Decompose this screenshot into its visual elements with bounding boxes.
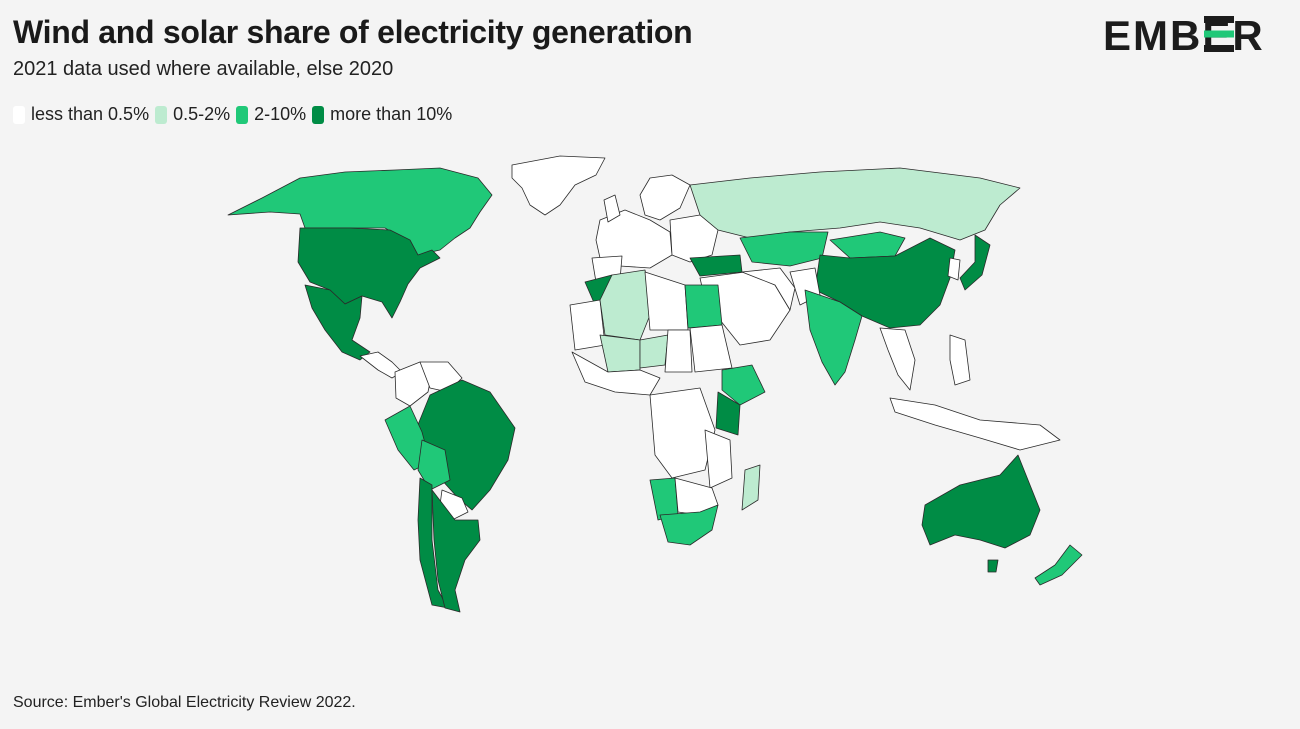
legend-label: less than 0.5% bbox=[31, 104, 150, 124]
country-mongolia bbox=[829, 231, 906, 259]
country-uk bbox=[603, 194, 621, 223]
country-dr-congo bbox=[649, 387, 716, 479]
country-usa bbox=[297, 227, 441, 319]
country-kazakhstan bbox=[739, 231, 829, 267]
country-niger bbox=[639, 334, 669, 369]
legend: less than 0.5% 0.5-2% 2-10% more than 10… bbox=[13, 104, 458, 125]
country-sudan bbox=[689, 324, 733, 373]
country-iran bbox=[741, 267, 796, 311]
country-western-sahara-mauritania bbox=[569, 299, 606, 351]
country-egypt bbox=[684, 284, 723, 329]
legend-label: more than 10% bbox=[330, 104, 453, 124]
legend-label: 2-10% bbox=[254, 104, 307, 124]
legend-item-more-than-10: more than 10% bbox=[312, 104, 452, 125]
country-korea bbox=[947, 257, 961, 281]
country-new-zealand bbox=[1034, 544, 1083, 586]
legend-item-2-10: 2-10% bbox=[236, 104, 306, 125]
country-russia bbox=[689, 167, 1021, 241]
country-greenland bbox=[511, 155, 606, 216]
country-madagascar bbox=[741, 464, 761, 511]
legend-swatch bbox=[236, 105, 249, 124]
country-indonesia bbox=[889, 397, 1061, 451]
country-india bbox=[804, 289, 863, 386]
country-scandinavia bbox=[639, 174, 691, 221]
country-chad bbox=[664, 329, 693, 373]
country-southeast-asia bbox=[879, 327, 916, 391]
legend-item-0-5-2: 0.5-2% bbox=[155, 104, 230, 125]
legend-label: 0.5-2% bbox=[173, 104, 231, 124]
logo-bar-bottom bbox=[1204, 45, 1234, 52]
logo-bar-middle bbox=[1204, 30, 1234, 38]
country-kenya bbox=[715, 391, 741, 436]
ember-logo: EMBER bbox=[1103, 12, 1265, 56]
legend-swatch bbox=[155, 105, 168, 124]
country-tasmania bbox=[987, 559, 999, 573]
page-title: Wind and solar share of electricity gene… bbox=[13, 14, 693, 50]
country-east-africa bbox=[704, 429, 733, 489]
country-mexico bbox=[304, 284, 371, 361]
logo-bar-top bbox=[1204, 16, 1234, 23]
ember-logo-text: EMBER bbox=[1103, 12, 1265, 56]
country-mali bbox=[599, 334, 641, 373]
country-turkey bbox=[689, 254, 743, 277]
legend-item-less-than-0-5: less than 0.5% bbox=[13, 104, 149, 125]
page-subtitle: 2021 data used where available, else 202… bbox=[13, 58, 394, 80]
country-libya bbox=[644, 271, 689, 331]
country-bolivia bbox=[417, 439, 451, 491]
country-south-africa bbox=[659, 504, 719, 546]
legend-swatch bbox=[13, 105, 25, 124]
country-australia bbox=[921, 454, 1041, 549]
country-western-europe bbox=[595, 209, 673, 269]
legend-swatch bbox=[312, 105, 325, 124]
country-ethiopia bbox=[721, 364, 766, 406]
source-note: Source: Ember's Global Electricity Revie… bbox=[13, 694, 356, 711]
country-west-africa bbox=[571, 351, 661, 396]
country-philippines bbox=[949, 334, 971, 386]
world-map bbox=[227, 155, 1083, 613]
country-japan bbox=[959, 234, 991, 291]
country-argentina bbox=[431, 489, 481, 613]
